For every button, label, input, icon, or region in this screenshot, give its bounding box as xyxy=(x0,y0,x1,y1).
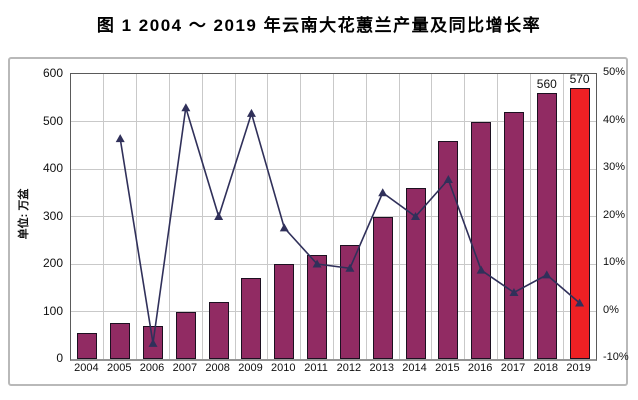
right-tick-0%: 0% xyxy=(603,303,619,316)
left-tick-500: 500 xyxy=(42,113,63,128)
bar-value-label: 560 xyxy=(536,77,557,91)
bar-2008 xyxy=(208,302,229,359)
triangle-marker xyxy=(443,174,453,183)
triangle-marker xyxy=(575,298,585,307)
chart-frame: 单位: 万盆 560 570 0 100 200 300 400 500 600 -10% 0%… xyxy=(8,57,629,386)
vertical-gridline xyxy=(333,74,334,359)
right-tick-20%: 20% xyxy=(603,208,626,221)
bar-value-label: 570 xyxy=(569,72,590,87)
bar-2016 xyxy=(471,121,492,359)
x-label-2018: 2018 xyxy=(533,362,559,374)
x-label-2011: 2011 xyxy=(304,362,328,374)
triangle-marker xyxy=(246,108,256,117)
x-label-2015: 2015 xyxy=(435,362,460,374)
x-label-2013: 2013 xyxy=(369,362,394,374)
x-label-2012: 2012 xyxy=(336,362,362,374)
x-label-2004: 2004 xyxy=(74,362,99,374)
bar-2014 xyxy=(405,188,426,359)
vertical-gridline xyxy=(300,74,302,359)
vertical-gridline xyxy=(234,74,236,359)
vertical-gridline xyxy=(103,74,105,359)
left-tick-100: 100 xyxy=(42,303,63,318)
triangle-marker xyxy=(509,288,519,296)
bar-2011 xyxy=(307,254,328,359)
left-tick-400: 400 xyxy=(42,161,63,175)
triangle-marker xyxy=(411,212,421,220)
vertical-gridline xyxy=(431,74,433,359)
triangle-marker xyxy=(476,265,486,274)
x-label-2008: 2008 xyxy=(205,362,230,374)
triangle-marker xyxy=(345,263,355,272)
bar-2017 xyxy=(503,112,524,359)
left-axis-ticks: 0 100 200 300 400 500 600 xyxy=(10,66,66,365)
bar-2005 xyxy=(110,323,131,359)
left-tick-600: 600 xyxy=(42,66,63,80)
plot-area: 560 570 xyxy=(70,72,597,361)
x-label-2007: 2007 xyxy=(172,362,198,374)
vertical-gridline xyxy=(168,74,170,359)
left-tick-300: 300 xyxy=(42,208,63,223)
bar-2018 xyxy=(536,93,557,359)
triangle-marker xyxy=(115,134,125,143)
x-label-2016: 2016 xyxy=(467,362,493,374)
vertical-gridline xyxy=(201,74,203,359)
bar-2004 xyxy=(77,332,98,359)
vertical-gridline xyxy=(497,74,499,359)
left-tick-0: 0 xyxy=(56,351,63,365)
x-label-2014: 2014 xyxy=(402,362,427,374)
right-tick-10%: 10% xyxy=(603,256,626,268)
vertical-gridline xyxy=(136,74,138,359)
triangle-marker xyxy=(181,103,191,112)
right-tick-30%: 30% xyxy=(603,161,626,173)
left-tick-200: 200 xyxy=(42,256,63,270)
bar-2013 xyxy=(372,216,393,359)
bar-2019 xyxy=(569,88,590,359)
x-label-2010: 2010 xyxy=(271,362,296,374)
x-label-2019: 2019 xyxy=(566,362,591,374)
chart-title: 图 1 2004 ～ 2019 年云南大花蕙兰产量及同比增长率 xyxy=(96,16,542,35)
triangle-marker xyxy=(214,212,224,220)
bar-2009 xyxy=(241,278,262,359)
vertical-gridline xyxy=(562,74,564,359)
bar-2010 xyxy=(274,264,295,359)
x-label-2005: 2005 xyxy=(106,362,132,374)
vertical-gridline xyxy=(529,74,531,359)
right-tick--10%: -10% xyxy=(603,351,629,363)
vertical-gridline xyxy=(365,74,367,359)
growth-line xyxy=(119,107,581,344)
x-label-2009: 2009 xyxy=(238,362,263,374)
triangle-marker xyxy=(312,259,322,268)
triangle-marker xyxy=(279,223,289,232)
right-tick-50%: 50% xyxy=(603,66,626,78)
growth-line-layer xyxy=(115,103,585,347)
triangle-marker xyxy=(542,270,552,279)
right-axis-ticks: -10% 0% 10% 20% 30% 40% 50% xyxy=(603,66,638,363)
vertical-gridline xyxy=(464,74,466,359)
bar-2012 xyxy=(339,245,360,359)
vertical-gridline xyxy=(267,74,269,359)
triangle-marker xyxy=(378,188,388,197)
x-axis-labels: 2004 2005 2006 2007 2008 2009 2010 2011 2012 2013… xyxy=(70,362,595,378)
bar-2007 xyxy=(175,311,196,359)
x-label-2006: 2006 xyxy=(139,362,165,374)
right-tick-40%: 40% xyxy=(603,113,626,126)
triangle-marker xyxy=(148,338,158,347)
x-label-2017: 2017 xyxy=(500,362,526,374)
vertical-gridline xyxy=(398,74,400,359)
